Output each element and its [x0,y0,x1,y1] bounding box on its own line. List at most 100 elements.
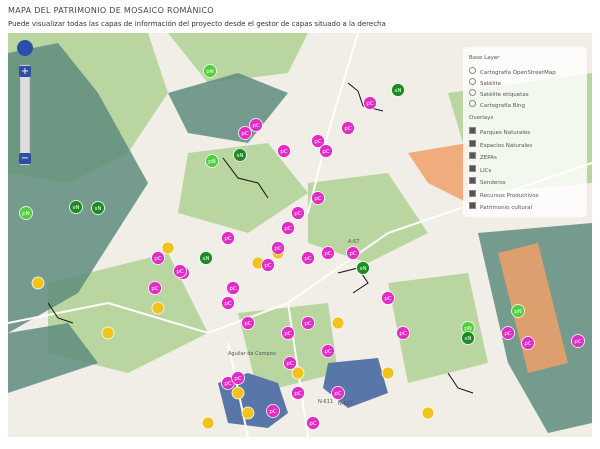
marker[interactable] [391,83,405,97]
marker-label: pN [208,159,216,165]
marker-unlabeled[interactable] [381,366,395,380]
overlay-option-input[interactable] [469,152,476,159]
marker[interactable] [261,258,275,272]
place-label: Aguilar de Campoo [228,351,276,357]
marker[interactable] [346,246,360,260]
base-layer-option-label: Cartografía OpenStreetMap [480,70,556,76]
overlay-option-input[interactable] [469,164,476,172]
marker[interactable] [341,121,355,135]
zoom-out-label: − [21,153,29,164]
marker[interactable] [19,206,33,220]
overlay-option-input[interactable] [469,139,476,147]
marker[interactable] [199,251,213,265]
marker-label: pC [264,263,271,269]
zoom-in[interactable] [19,66,31,77]
marker[interactable] [283,356,297,370]
place-labels: Aguilar de Campoo N-611 A-67 N-627 [228,239,359,407]
overlay-option-input[interactable] [469,189,476,197]
overlay-option-input[interactable] [469,202,476,209]
marker[interactable] [511,304,525,318]
marker[interactable] [291,206,305,220]
marker[interactable] [233,148,247,162]
marker[interactable] [238,126,252,140]
marker[interactable] [321,246,335,260]
marker[interactable] [173,264,187,278]
marker[interactable] [356,261,370,275]
marker[interactable] [241,316,255,330]
zoom-out[interactable] [19,153,31,164]
marker-unlabeled[interactable] [101,326,115,340]
marker[interactable] [381,291,395,305]
marker[interactable] [363,96,377,110]
marker[interactable] [226,281,240,295]
marker-unlabeled[interactable] [201,416,215,430]
marker[interactable] [151,251,165,265]
marker[interactable] [571,334,585,348]
overlay-option[interactable]: Senderos [469,177,506,186]
marker[interactable] [521,336,535,350]
marker[interactable] [221,296,235,310]
overlay-option[interactable]: Parques Naturales [469,127,530,136]
marker-label: pC [294,391,301,397]
marker-unlabeled[interactable] [421,406,435,420]
base-layer-option-input[interactable] [469,67,476,74]
base-layer-option[interactable]: Cartografía Bing [469,100,525,109]
marker[interactable] [203,64,217,78]
marker[interactable] [321,344,335,358]
base-layer-option[interactable]: Cartografía OpenStreetMap [469,67,556,76]
overlay-option-input[interactable] [469,127,476,134]
marker[interactable] [277,144,291,158]
marker[interactable] [271,241,285,255]
zoom-slider[interactable] [19,64,31,166]
marker[interactable] [331,386,345,400]
marker[interactable] [501,326,515,340]
marker-unlabeled[interactable] [31,276,45,290]
marker[interactable] [301,316,315,330]
marker-label: pC [274,246,281,252]
marker[interactable] [148,281,162,295]
marker-unlabeled[interactable] [231,386,245,400]
marker[interactable] [281,326,295,340]
marker-unlabeled[interactable] [151,301,165,315]
marker-label: pC [224,236,231,242]
marker[interactable] [91,201,105,215]
base-layer-option-input[interactable] [469,89,476,96]
base-layer-option[interactable]: Satélite etiquetas [469,89,529,98]
overlay-option[interactable]: Patrimonio cultural [469,202,532,211]
marker-label: sN [395,88,402,94]
marker[interactable] [205,154,219,168]
marker[interactable] [301,251,315,265]
marker[interactable] [69,200,83,214]
marker-label: pN [206,69,214,75]
overlay-option-input[interactable] [469,177,476,184]
marker-unlabeled[interactable] [331,316,345,330]
marker-label: pN [514,309,522,315]
overlay-option[interactable]: Recursos Productivos [469,189,538,199]
marker[interactable] [311,191,325,205]
base-layer-option[interactable]: Satélite [469,78,501,87]
marker[interactable] [306,416,320,430]
marker-unlabeled[interactable] [161,241,175,255]
marker[interactable] [311,134,325,148]
pan-control[interactable] [17,40,33,56]
overlay-option[interactable]: ZEPAs [469,152,497,161]
base-layer-option-input[interactable] [469,78,476,85]
marker[interactable] [281,221,295,235]
marker-label: pC [344,126,351,132]
marker[interactable] [221,231,235,245]
marker-label: pC [304,321,311,327]
marker[interactable] [461,331,475,345]
marker[interactable] [249,118,263,132]
marker-label: pC [176,269,183,275]
marker[interactable] [319,144,333,158]
marker-unlabeled[interactable] [241,406,255,420]
marker[interactable] [291,386,305,400]
marker[interactable] [396,326,410,340]
overlay-option[interactable]: Espacios Naturales [469,139,532,149]
marker-label: pN [464,326,472,332]
marker[interactable] [266,404,280,418]
overlay-option[interactable]: LICs [469,164,491,174]
marker-unlabeled[interactable] [291,366,305,380]
marker[interactable] [231,371,245,385]
base-layer-option-input[interactable] [469,100,476,107]
